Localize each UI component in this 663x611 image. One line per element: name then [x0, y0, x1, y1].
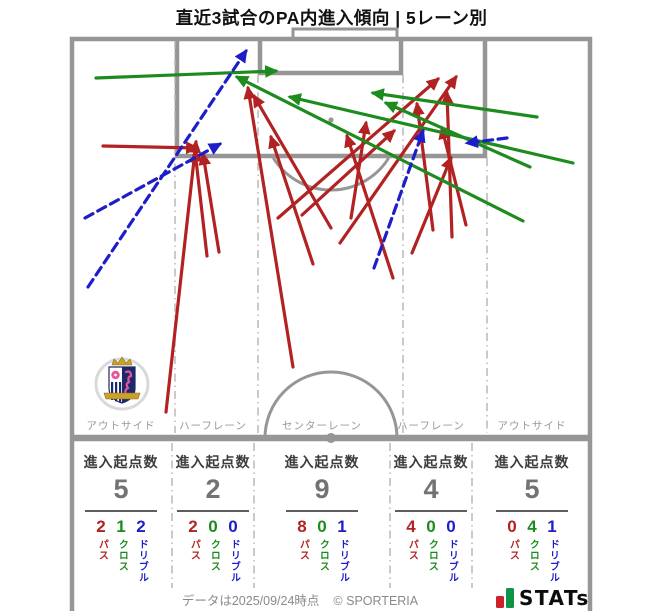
- center-circle: [263, 370, 399, 439]
- cross-count: 0: [208, 516, 218, 536]
- stat-title: 進入起点数: [83, 454, 159, 470]
- arrow-dribble: [83, 142, 223, 220]
- dribble-count: 1: [337, 516, 347, 536]
- arrow-cross: [94, 65, 279, 80]
- pitch-frame: [69, 36, 593, 611]
- dribble-count: 2: [136, 516, 146, 536]
- dribble-label: ドリブル: [228, 539, 240, 584]
- arrow-cross: [287, 93, 575, 165]
- arrow-pass: [338, 74, 458, 245]
- arrow-pass: [412, 101, 435, 232]
- stat-rule: [286, 509, 358, 512]
- stats-logo: STATs: [496, 584, 592, 608]
- cross-count: 0: [317, 516, 327, 536]
- stat-rule: [395, 509, 467, 512]
- pass-count: 0: [507, 516, 517, 536]
- footer: データは2025/09/24時点 © SPORTERIA: [70, 590, 530, 609]
- arrow-cross: [234, 75, 525, 223]
- stat-title: 進入起点数: [175, 454, 251, 470]
- pitch-lines: [69, 27, 593, 611]
- cross-count: 1: [116, 516, 126, 536]
- stat-column-5: 進入起点数 5 0 パス 4 クロス 1 ドリブル: [472, 443, 592, 583]
- logo-bar-chart-icon: [496, 596, 504, 608]
- dribble-label: ドリブル: [547, 539, 559, 584]
- origin-count: 5: [113, 474, 129, 504]
- arrow-pass: [276, 77, 440, 220]
- arrow-dribble: [372, 128, 426, 270]
- logo-wordmark: STATs: [519, 586, 590, 610]
- logo-bar-chart-icon: [506, 588, 514, 608]
- arrow-pass: [344, 133, 395, 280]
- lane-label-center: センターレーン: [282, 420, 362, 432]
- arrow-pass: [300, 129, 396, 217]
- pass-label: パス: [96, 539, 108, 562]
- goal-area: [257, 39, 404, 76]
- pass-label: パス: [406, 539, 418, 562]
- arrow-cross: [383, 101, 532, 169]
- arrow-pass: [198, 151, 221, 254]
- arrow-pass: [438, 125, 468, 227]
- dribble-label: ドリブル: [446, 539, 458, 584]
- penalty-area: [174, 39, 488, 159]
- stat-column-1: 進入起点数 5 2 パス 1 クロス 2 ドリブル: [70, 443, 172, 583]
- pass-label: パス: [188, 539, 200, 562]
- pass-label: パス: [297, 539, 309, 562]
- copyright: © SPORTERIA: [333, 594, 419, 608]
- cross-label: クロス: [317, 539, 329, 573]
- origin-count: 2: [205, 474, 221, 504]
- penalty-spot: [328, 117, 334, 123]
- arrow-dribble: [86, 48, 248, 289]
- crest-wolf: [124, 370, 133, 397]
- stat-title: 進入起点数: [284, 454, 360, 470]
- data-timestamp-note: データは2025/09/24時点: [181, 594, 320, 608]
- stat-column-4: 進入起点数 4 4 パス 0 クロス 0 ドリブル: [390, 443, 472, 583]
- dribble-count: 0: [228, 516, 238, 536]
- club-crest: [94, 356, 150, 411]
- pass-count: 8: [297, 516, 307, 536]
- arrow-pass: [243, 85, 295, 369]
- cross-label: クロス: [426, 539, 438, 573]
- origin-count: 5: [524, 474, 540, 504]
- cross-count: 0: [426, 516, 436, 536]
- crest-banner: [103, 392, 141, 400]
- stat-column-3: 進入起点数 9 8 パス 0 クロス 1 ドリブル: [254, 443, 390, 583]
- lane-label-outside-right: アウトサイド: [497, 420, 567, 432]
- dribble-label: ドリブル: [136, 539, 148, 584]
- pass-count: 2: [188, 516, 198, 536]
- lane-dividers: [171, 41, 488, 588]
- stat-rule: [177, 509, 249, 512]
- cross-label: クロス: [116, 539, 128, 573]
- cross-count: 4: [527, 516, 537, 536]
- pass-count: 2: [96, 516, 106, 536]
- stat-title: 進入起点数: [494, 454, 570, 470]
- arrow-pass: [164, 139, 202, 414]
- pass-label: パス: [507, 539, 519, 562]
- arrow-dribble: [464, 135, 509, 149]
- lane-label-half-right: ハーフレーン: [397, 420, 465, 432]
- crest-crown: [111, 356, 133, 366]
- arrow-pass: [189, 148, 209, 258]
- origin-count: 4: [423, 474, 439, 504]
- stat-rule: [85, 509, 157, 512]
- arrow-pass: [252, 93, 333, 230]
- arrow-pass: [268, 134, 315, 266]
- stat-title: 進入起点数: [393, 454, 469, 470]
- cross-label: クロス: [208, 539, 220, 573]
- stat-column-2: 進入起点数 2 2 パス 0 クロス 0 ドリブル: [172, 443, 254, 583]
- dribble-count: 0: [446, 516, 456, 536]
- arrows-layer: [83, 48, 575, 414]
- cross-label: クロス: [527, 539, 539, 573]
- lane-label-half-left: ハーフレーン: [179, 420, 247, 432]
- center-spot: [326, 433, 336, 443]
- page-title: 直近3試合のPA内進入傾向 | 5レーン別: [175, 8, 488, 28]
- stat-rule: [496, 509, 568, 512]
- arrow-cross: [370, 88, 539, 119]
- origin-count: 9: [314, 474, 330, 504]
- dribble-label: ドリブル: [337, 539, 349, 584]
- lane-label-outside-left: アウトサイド: [86, 420, 156, 432]
- pass-count: 4: [406, 516, 416, 536]
- dribble-count: 1: [547, 516, 557, 536]
